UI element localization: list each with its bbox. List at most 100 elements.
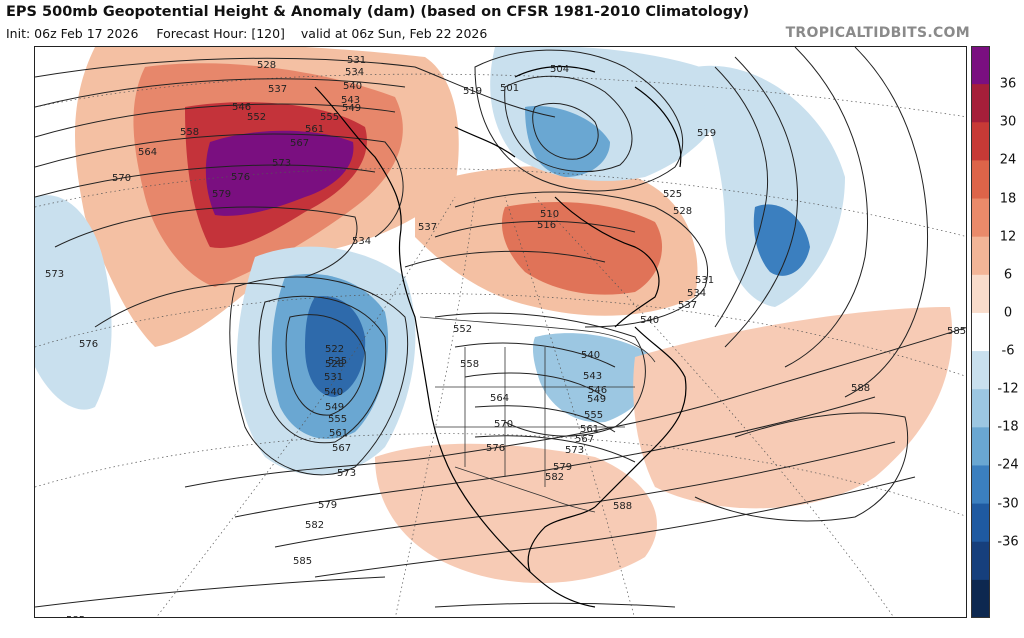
contour-label: 531 — [695, 275, 714, 286]
contour-label: 579 — [553, 462, 572, 473]
contour-label: 546 — [232, 102, 251, 113]
contour-label: 561 — [329, 428, 348, 439]
contour-label: 525 — [328, 356, 347, 367]
contour-label: 588 — [532, 616, 551, 618]
contour-label: 570 — [112, 173, 131, 184]
contour-label: 528 — [325, 359, 344, 370]
contour-label: 519 — [463, 86, 482, 97]
anomaly-ridge-gulf — [375, 443, 657, 584]
contour-label: 576 — [79, 339, 98, 350]
colorbar-tick-label: -12 — [997, 381, 1019, 397]
contour-label: 585 — [947, 326, 966, 337]
contour-label: 555 — [584, 410, 603, 421]
contour-label: 558 — [460, 359, 479, 370]
contour-label: 540 — [343, 81, 362, 92]
contour-label: 567 — [290, 138, 309, 149]
valid-time: valid at 06z Sun, Feb 22 2026 — [300, 26, 488, 41]
contour-label: 537 — [418, 222, 437, 233]
colorbar-tick-label: 24 — [999, 152, 1017, 168]
colorbar-segment — [971, 465, 990, 505]
contour-label: 588 — [613, 501, 632, 512]
forecast-hour: Forecast Hour: [120] — [156, 26, 285, 41]
anomaly-ridge-atlantic — [633, 307, 953, 509]
colorbar-segment — [971, 122, 990, 161]
contour-label: 528 — [673, 206, 692, 217]
contour-label: 579 — [212, 189, 231, 200]
contour-label: 573 — [565, 445, 584, 456]
contour-label: 519 — [697, 128, 716, 139]
colorbar-svg — [971, 46, 990, 618]
colorbar-tick-label: 36 — [999, 76, 1017, 92]
contour-label: 501 — [500, 83, 519, 94]
borders — [419, 316, 656, 513]
colorbar-tick-label: 0 — [1003, 305, 1013, 321]
anomaly-ridge-canada-mid — [501, 202, 663, 295]
contour-label: 549 — [325, 402, 344, 413]
contour-label: 558 — [180, 127, 199, 138]
anomaly-trough-greatlakes — [532, 333, 656, 423]
contour-label: 540 — [640, 315, 659, 326]
contour-label: 540 — [581, 350, 600, 361]
colorbar-segment — [971, 198, 990, 238]
colorbar-segment — [971, 427, 990, 466]
colorbar-tick-label: -36 — [997, 534, 1019, 550]
contour-label: 573 — [337, 468, 356, 479]
contour-label: 567 — [575, 434, 594, 445]
contour-label: 561 — [580, 424, 599, 435]
colorbar-tick-label: 30 — [999, 114, 1017, 130]
colorbar-segment — [971, 579, 990, 618]
colorbar-segment — [971, 389, 990, 428]
colorbar-segment — [971, 312, 990, 352]
colorbar-segment — [971, 84, 990, 123]
contour-label: 573 — [45, 269, 64, 280]
contour-label: 522 — [325, 344, 344, 355]
contour-label: 537 — [268, 84, 287, 95]
colorbar-segment — [971, 541, 990, 581]
init-time: Init: 06z Feb 17 2026 — [6, 26, 139, 41]
contour-label: 510 — [540, 209, 559, 220]
anomaly-trough-westcoast-core — [305, 296, 366, 397]
contour-label: 534 — [345, 67, 364, 78]
contour-label: 582 — [545, 472, 564, 483]
contour-label: 555 — [320, 112, 339, 123]
contour-label: 564 — [138, 147, 157, 158]
contour-label: 531 — [347, 55, 366, 66]
contour-label: 525 — [663, 189, 682, 200]
colorbar-tick-label: 6 — [1003, 267, 1013, 283]
height-contours — [35, 47, 966, 608]
contour-label: 546 — [588, 385, 607, 396]
contour-label: 585 — [66, 615, 85, 618]
colorbar-segment — [971, 503, 990, 543]
contour-label: 549 — [587, 394, 606, 405]
contour-label: 585 — [293, 556, 312, 567]
contour-label: 579 — [318, 500, 337, 511]
contour-label: 561 — [305, 124, 324, 135]
contour-label: 531 — [324, 372, 343, 383]
contour-label: 552 — [247, 112, 266, 123]
anomaly-trough-arctic-core — [525, 106, 610, 177]
chart-title: EPS 500mb Geopotential Height & Anomaly … — [6, 4, 750, 20]
colorbar-segment — [971, 274, 990, 314]
contour-label: 543 — [583, 371, 602, 382]
contour-label: 540 — [324, 387, 343, 398]
contour-label: 534 — [352, 236, 371, 247]
contour-label: 576 — [486, 443, 505, 454]
run-info: Init: 06z Feb 17 2026 Forecast Hour: [12… — [6, 26, 487, 41]
colorbar — [971, 46, 990, 618]
colorbar-tick-label: -6 — [1001, 343, 1015, 359]
colorbar-border — [971, 46, 990, 618]
colorbar-segment — [971, 351, 990, 390]
contour-label: 504 — [550, 64, 569, 75]
contour-label: 582 — [305, 520, 324, 531]
colorbar-tick-label: 18 — [999, 191, 1017, 207]
colorbar-tick-label: -18 — [997, 419, 1019, 435]
contour-label: 555 — [328, 414, 347, 425]
contour-label: 516 — [537, 220, 556, 231]
contour-label: 588 — [851, 383, 870, 394]
colorbar-tick-label: -24 — [997, 457, 1019, 473]
map-panel: 528 531 534 537 540 543 546 549 552 555 558 561 564 5… — [34, 46, 967, 618]
contour-label: 576 — [231, 172, 250, 183]
colorbar-labels: 36 30 24 18 12 6 0 -6 -12 -18 -24 -30 -36 — [994, 46, 1024, 618]
